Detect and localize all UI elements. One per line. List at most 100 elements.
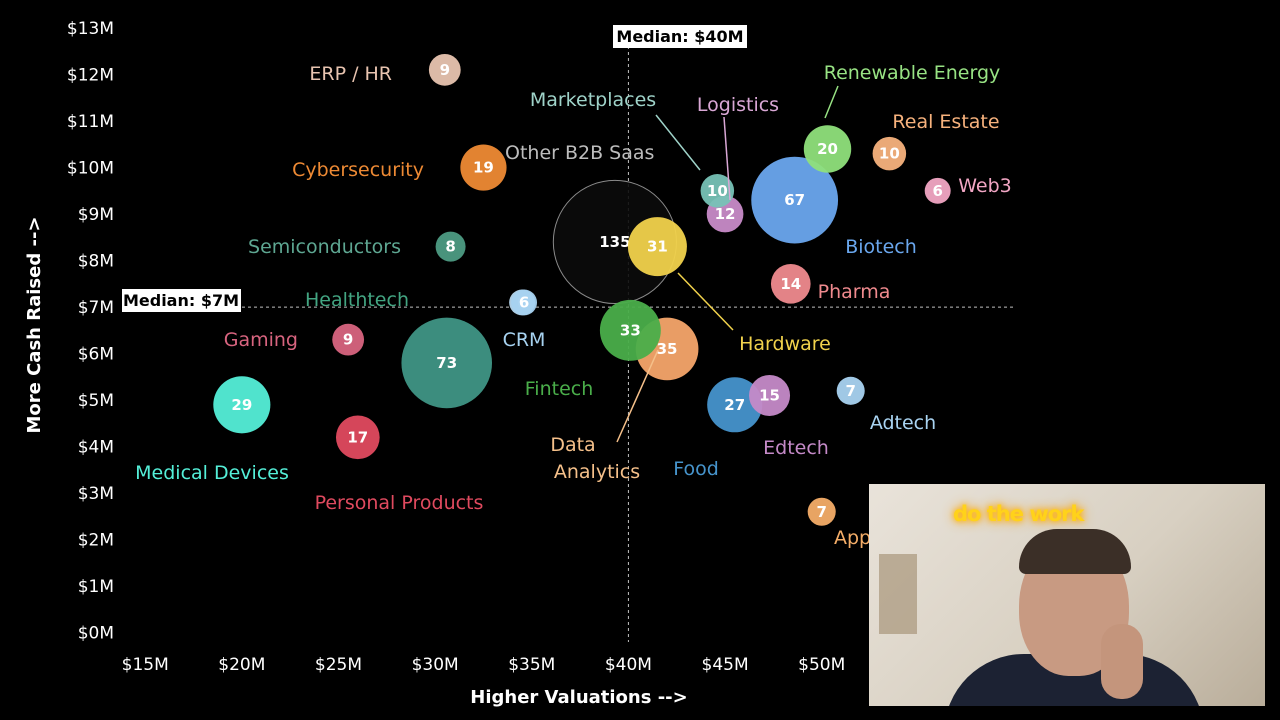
bubble-crm — [511, 289, 538, 316]
label-crm: CRM — [503, 329, 546, 351]
leader-line — [677, 272, 734, 331]
leader-line — [723, 116, 731, 201]
x-tick-label: $30M — [412, 655, 459, 675]
label-hardware: Hardware — [739, 333, 831, 355]
bubble-count: 33 — [620, 321, 641, 339]
bubble-biotech — [751, 156, 839, 244]
y-tick-label: $1M — [78, 577, 114, 597]
bubble-count: 73 — [436, 354, 457, 372]
wall-frame — [879, 554, 917, 634]
label-logistics: Logistics — [697, 94, 779, 116]
median-x-badge — [613, 25, 747, 48]
bubble-medical-devices — [213, 376, 271, 434]
bubble-count: 67 — [784, 191, 805, 209]
bubble-count: 20 — [817, 140, 838, 158]
bubble-edtech — [748, 374, 791, 416]
neon-sign-text: do the work — [953, 502, 1084, 526]
label-app: App — [834, 527, 871, 549]
bubble-count: 29 — [231, 396, 252, 414]
label-biotech: Biotech — [845, 236, 917, 258]
median-x-label: Median: $40M — [616, 27, 743, 46]
leader-line — [824, 85, 839, 119]
y-tick-label: $11M — [67, 112, 114, 132]
label-real-estate: Real Estate — [892, 111, 999, 133]
leader-line — [655, 114, 701, 171]
webcam-overlay: do the work — [869, 484, 1265, 706]
bubble-count: 6 — [932, 182, 942, 200]
bubble-gaming — [332, 323, 365, 356]
x-tick-label: $40M — [605, 655, 652, 675]
label-food: Food — [673, 458, 719, 480]
y-tick-label: $3M — [78, 484, 114, 504]
x-tick-label: $20M — [218, 655, 265, 675]
bubble-pharma — [770, 264, 811, 304]
label-data-analytics-line1: Data — [550, 434, 595, 456]
bubble-count: 17 — [347, 428, 368, 446]
label-marketplaces: Marketplaces — [530, 89, 656, 111]
bubble-count: 135 — [599, 233, 630, 251]
bubble-erp-hr — [428, 53, 461, 86]
label-erp-hr: ERP / HR — [309, 63, 392, 85]
bubble-unlabeled — [401, 317, 493, 409]
x-tick-label: $15M — [122, 655, 169, 675]
y-tick-label: $9M — [78, 205, 114, 225]
bubble-count: 35 — [657, 340, 678, 358]
bubble-real-estate — [872, 136, 907, 171]
label-renewable-energy: Renewable Energy — [824, 62, 1001, 84]
bubble-personal-products — [335, 415, 380, 460]
y-tick-label: $8M — [78, 252, 114, 272]
bubble-food — [707, 377, 763, 433]
label-healthtech: Healthtech — [305, 289, 409, 311]
bubble-count: 12 — [715, 205, 736, 223]
bubble-count: 31 — [647, 238, 668, 256]
bubble-app — [807, 497, 836, 526]
bubble-hardware — [627, 217, 687, 277]
bubble-count: 8 — [445, 238, 455, 256]
bubble-fintech — [599, 299, 661, 361]
bubble-count: 10 — [879, 145, 900, 163]
label-web3: Web3 — [958, 175, 1012, 197]
leader-line — [616, 349, 659, 443]
bubble-count: 14 — [780, 275, 801, 293]
bubble-web3 — [924, 177, 951, 204]
bubble-count: 9 — [343, 331, 353, 349]
label-adtech: Adtech — [870, 412, 936, 434]
x-tick-label: $45M — [702, 655, 749, 675]
y-tick-label: $7M — [78, 298, 114, 318]
label-personal-products: Personal Products — [315, 492, 484, 514]
x-tick-label: $25M — [315, 655, 362, 675]
label-data-analytics-line2: Analytics — [554, 461, 640, 483]
y-tick-label: $12M — [67, 66, 114, 86]
label-medical-devices: Medical Devices — [135, 462, 289, 484]
bubble-semiconductors — [435, 231, 466, 262]
y-tick-label: $5M — [78, 391, 114, 411]
bubble-renewable-energy — [803, 125, 852, 173]
label-semiconductors: Semiconductors — [248, 236, 401, 258]
y-tick-label: $13M — [67, 19, 114, 39]
y-tick-label: $4M — [78, 438, 114, 458]
bubble-count: 15 — [759, 386, 780, 404]
y-axis-title: More Cash Raised --> — [24, 216, 45, 433]
label-cybersecurity: Cybersecurity — [292, 159, 424, 181]
median-y-label: Median: $7M — [123, 291, 239, 310]
presenter-hair — [1019, 529, 1131, 574]
x-tick-label: $35M — [508, 655, 555, 675]
x-tick-label: $50M — [798, 655, 845, 675]
bubble-count: 9 — [440, 61, 450, 79]
bubble-marketplaces — [700, 174, 735, 208]
label-fintech: Fintech — [525, 378, 594, 400]
bubble-adtech — [836, 376, 865, 405]
y-tick-label: $2M — [78, 531, 114, 551]
y-tick-label: $6M — [78, 345, 114, 365]
median-y-badge — [122, 289, 241, 312]
y-tick-label: $10M — [67, 159, 114, 179]
label-edtech: Edtech — [763, 437, 829, 459]
bubble-count: 7 — [845, 382, 855, 400]
bubble-count: 27 — [724, 396, 745, 414]
bubble-count: 19 — [473, 159, 494, 177]
bubble-cybersecurity — [460, 144, 507, 191]
y-tick-label: $0M — [78, 624, 114, 644]
bubble-count: 7 — [816, 503, 826, 521]
presenter-hand — [1101, 624, 1143, 699]
